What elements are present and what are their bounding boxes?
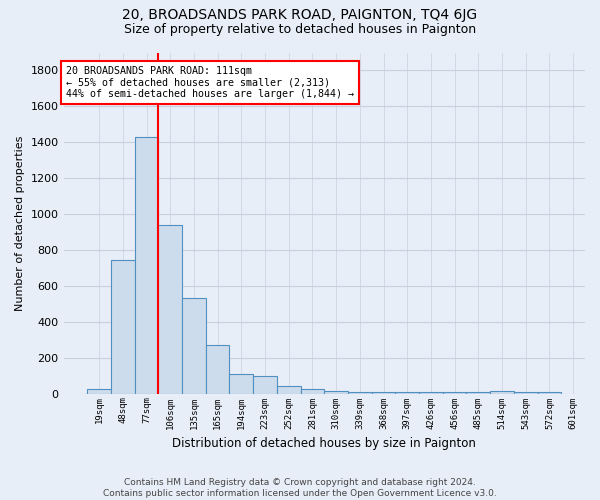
Bar (538, 392, 561, 394)
Bar (490, 391, 514, 394)
Bar (158, 225, 182, 394)
Bar (371, 392, 395, 394)
Bar (229, 374, 253, 394)
Bar (182, 298, 206, 394)
Bar (419, 392, 443, 394)
Bar (277, 386, 301, 394)
Bar (514, 392, 538, 394)
Text: 20 BROADSANDS PARK ROAD: 111sqm
← 55% of detached houses are smaller (2,313)
44%: 20 BROADSANDS PARK ROAD: 111sqm ← 55% of… (66, 66, 354, 100)
Bar (134, 137, 158, 394)
Bar (324, 391, 348, 394)
Bar (301, 389, 324, 394)
Text: Contains HM Land Registry data © Crown copyright and database right 2024.
Contai: Contains HM Land Registry data © Crown c… (103, 478, 497, 498)
Bar (253, 376, 277, 394)
Bar (443, 392, 466, 394)
X-axis label: Distribution of detached houses by size in Paignton: Distribution of detached houses by size … (172, 437, 476, 450)
Bar (206, 345, 229, 394)
Bar (466, 392, 490, 394)
Text: 20, BROADSANDS PARK ROAD, PAIGNTON, TQ4 6JG: 20, BROADSANDS PARK ROAD, PAIGNTON, TQ4 … (122, 8, 478, 22)
Bar (111, 260, 134, 394)
Text: Size of property relative to detached houses in Paignton: Size of property relative to detached ho… (124, 22, 476, 36)
Bar (395, 392, 419, 394)
Bar (348, 392, 371, 394)
Bar (87, 389, 111, 394)
Y-axis label: Number of detached properties: Number of detached properties (15, 136, 25, 311)
